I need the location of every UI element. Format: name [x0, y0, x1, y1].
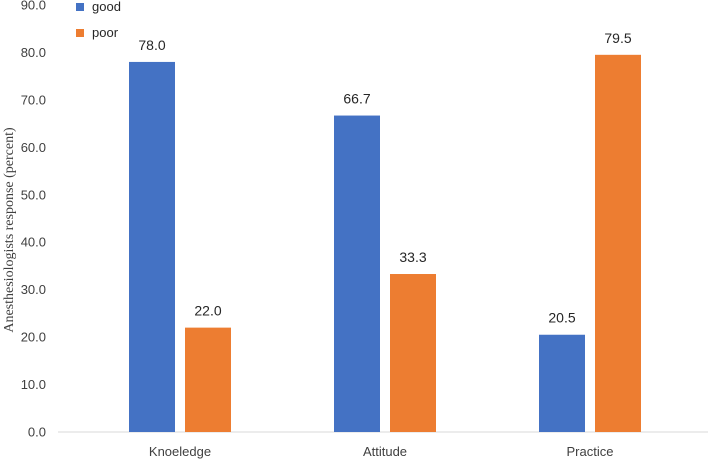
- bar-poor-0: [185, 327, 231, 432]
- y-tick-label: 10.0: [21, 377, 46, 392]
- data-label-poor-1: 33.3: [399, 249, 426, 265]
- bar-good-0: [129, 61, 175, 432]
- legend-swatch-good: [76, 3, 84, 11]
- data-label-good-2: 20.5: [548, 310, 575, 326]
- category-labels: Knoeledge Attitude Practice: [149, 444, 614, 459]
- y-tick-label: 80.0: [21, 45, 46, 60]
- data-label-poor-2: 79.5: [604, 30, 631, 46]
- data-label-poor-0: 22.0: [194, 303, 221, 319]
- y-tick-label: 50.0: [21, 187, 46, 202]
- y-tick-label: 20.0: [21, 330, 46, 345]
- data-label-good-0: 78.0: [138, 37, 165, 53]
- y-tick-label: 40.0: [21, 235, 46, 250]
- bar-poor-2: [595, 54, 641, 433]
- y-axis-ticks: 0.0 10.0 20.0 30.0 40.0 50.0 60.0 70.0 80.0 90.0: [21, 0, 46, 440]
- y-axis-label: Anesthesiologists response (percent): [2, 127, 17, 333]
- category-label: Knoeledge: [149, 444, 211, 459]
- legend-label-good: good: [92, 0, 121, 14]
- category-label: Attitude: [363, 444, 407, 459]
- legend-label-poor: poor: [92, 25, 119, 40]
- y-tick-label: 90.0: [21, 0, 46, 13]
- y-tick-label: 30.0: [21, 282, 46, 297]
- bar-good-2: [539, 334, 585, 432]
- legend-swatch-poor: [76, 29, 84, 37]
- data-labels: 78.0 22.0 66.7 33.3 20.5 79.5: [138, 30, 631, 326]
- bars: [129, 54, 641, 433]
- y-tick-label: 60.0: [21, 140, 46, 155]
- legend: good poor: [76, 0, 121, 40]
- y-tick-label: 70.0: [21, 92, 46, 107]
- bar-good-1: [334, 115, 380, 432]
- category-label: Practice: [567, 444, 614, 459]
- data-label-good-1: 66.7: [343, 91, 370, 107]
- y-tick-label: 0.0: [28, 425, 46, 440]
- bar-poor-1: [390, 274, 436, 432]
